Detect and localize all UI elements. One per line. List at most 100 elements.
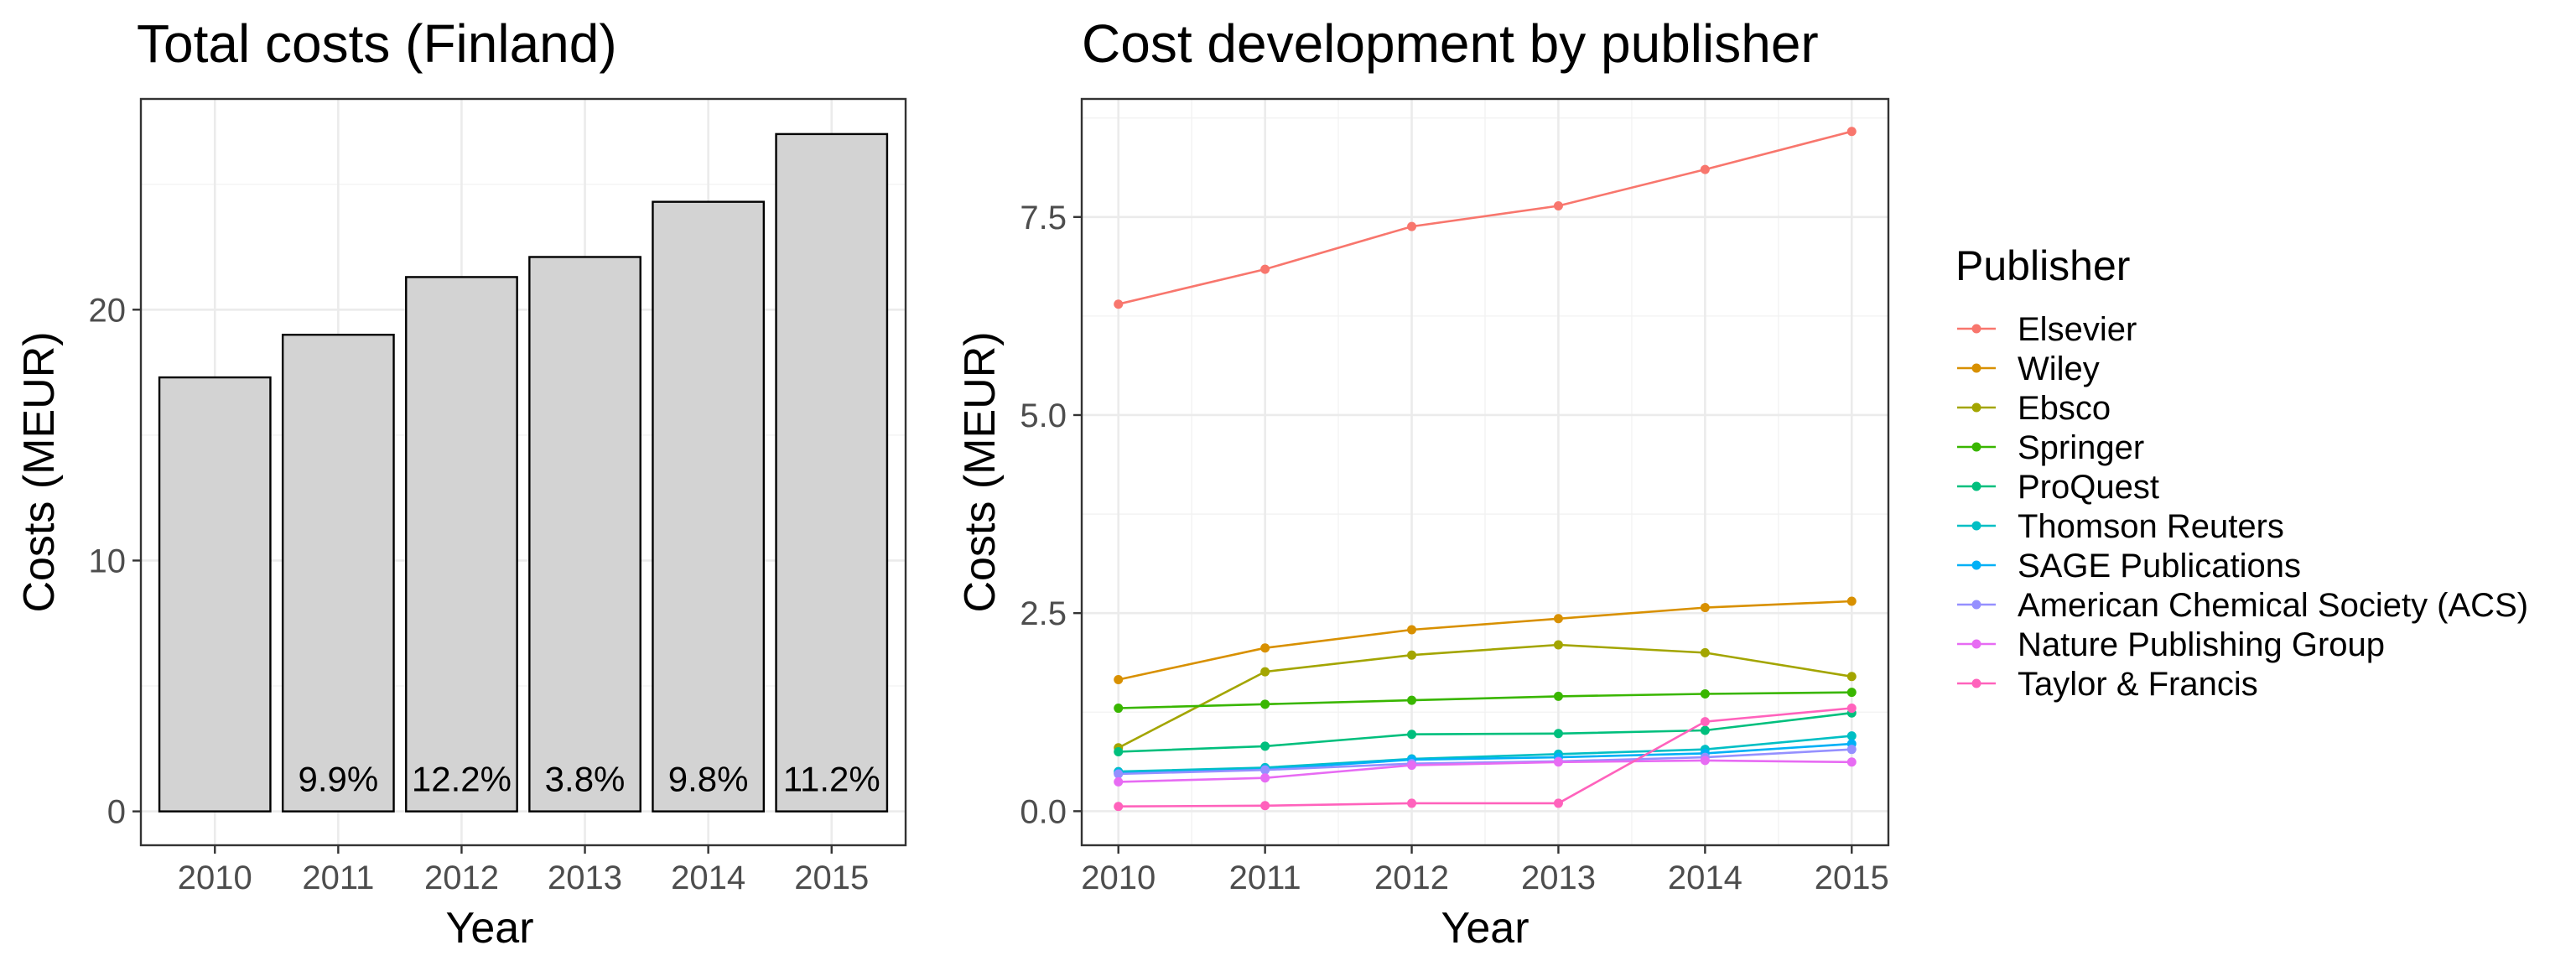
legend-item-taylor-francis: Taylor & Francis (1957, 666, 2258, 703)
legend-item-ebsco: Ebsco (1957, 390, 2111, 427)
legend-item-proquest: ProQuest (1957, 469, 2159, 506)
point-american-chemical-society-acs-2015 (1846, 745, 1857, 755)
right-x-tick-label: 2012 (1374, 860, 1449, 896)
left-x-tick-label: 2013 (548, 860, 622, 896)
right-x-tick-label: 2014 (1668, 860, 1742, 896)
bar-2015 (775, 132, 889, 813)
point-ebsco-2013 (1553, 640, 1563, 650)
point-proquest-2011 (1260, 741, 1270, 751)
point-nature-publishing-group-2010 (1114, 776, 1124, 787)
legend-key-point-elsevier (1971, 324, 1981, 334)
left-panel-border (139, 97, 907, 847)
bar-2014 (652, 200, 766, 813)
point-american-chemical-society-acs-2011 (1260, 765, 1270, 775)
point-thomson-reuters-2015 (1846, 731, 1857, 741)
bar-label-2014: 9.8% (668, 760, 749, 799)
point-ebsco-2012 (1407, 650, 1417, 660)
legend-item-elsevier: Elsevier (1957, 311, 2137, 348)
legend-label-ebsco: Ebsco (2018, 390, 2111, 427)
bar-label-2012: 12.2% (412, 760, 512, 799)
point-proquest-2012 (1407, 730, 1417, 740)
left-y-axis-title: Costs (MEUR) (15, 331, 64, 612)
legend-label-elsevier: Elsevier (2018, 311, 2137, 348)
right-x-tick-label: 2011 (1229, 860, 1301, 896)
bar-2013 (528, 256, 641, 813)
right-chart-title: Cost development by publisher (1082, 13, 1819, 74)
legend-label-taylor-francis: Taylor & Francis (2018, 666, 2258, 703)
point-ebsco-2014 (1700, 647, 1710, 657)
right-y-tick-label: 5.0 (1020, 397, 1067, 434)
point-springer-2015 (1846, 688, 1857, 698)
left-chart-title: Total costs (Finland) (137, 13, 617, 74)
legend-label-american-chemical-society-acs: American Chemical Society (ACS) (2018, 587, 2528, 624)
legend-title: Publisher (1955, 242, 2130, 289)
series-line-elsevier (1118, 130, 1852, 305)
left-x-tick-label: 2010 (178, 860, 252, 896)
legend: Publisher ElsevierWileyEbscoSpringerProQ… (1955, 242, 2528, 703)
legend-label-thomson-reuters: Thomson Reuters (2018, 508, 2284, 545)
left-x-tick-label: 2011 (302, 860, 374, 896)
left-x-tick-label: 2015 (794, 860, 869, 896)
point-wiley-2010 (1114, 675, 1124, 685)
total-costs-chart: Total costs (Finland) 9.9% 12.2% 3.8% 9.8% 1… (15, 13, 907, 953)
right-x-tick-label: 2015 (1815, 860, 1889, 896)
legend-key-point-american-chemical-society-acs (1971, 600, 1981, 610)
bar-2010 (158, 376, 272, 813)
bar-label-2011: 9.9% (298, 760, 378, 799)
point-ebsco-2015 (1846, 672, 1857, 682)
point-springer-2012 (1407, 695, 1417, 705)
series-line-wiley (1118, 600, 1852, 681)
right-x-axis-title: Year (1441, 904, 1529, 953)
right-y-tick-label: 0.0 (1020, 793, 1067, 830)
point-elsevier-2014 (1700, 164, 1710, 174)
point-wiley-2013 (1553, 614, 1563, 624)
legend-label-nature-publishing-group: Nature Publishing Group (2018, 626, 2385, 663)
legend-item-wiley: Wiley (1957, 351, 2100, 387)
point-elsevier-2013 (1553, 201, 1563, 211)
legend-key-point-taylor-francis (1971, 678, 1981, 688)
legend-label-proquest: ProQuest (2018, 469, 2159, 506)
point-wiley-2014 (1700, 603, 1710, 613)
point-wiley-2011 (1260, 643, 1270, 653)
legend-item-springer: Springer (1957, 429, 2144, 466)
point-proquest-2014 (1700, 725, 1710, 735)
legend-key-point-springer (1971, 442, 1981, 452)
point-springer-2011 (1260, 699, 1270, 709)
legend-item-nature-publishing-group: Nature Publishing Group (1957, 626, 2385, 663)
point-elsevier-2012 (1407, 221, 1417, 231)
legend-key-point-thomson-reuters (1971, 521, 1981, 531)
point-taylor-francis-2015 (1846, 704, 1857, 714)
point-springer-2014 (1700, 689, 1710, 699)
right-y-axis-title: Costs (MEUR) (956, 331, 1005, 612)
point-nature-publishing-group-2012 (1407, 761, 1417, 771)
bar-label-2015: 11.2% (783, 760, 880, 799)
point-nature-publishing-group-2015 (1846, 757, 1857, 767)
series-line-ebsco (1118, 643, 1852, 749)
legend-key-point-proquest (1971, 481, 1981, 491)
point-taylor-francis-2011 (1260, 801, 1270, 811)
series-line-springer (1118, 691, 1852, 709)
right-y-tick-label: 2.5 (1020, 595, 1067, 632)
legend-label-wiley: Wiley (2018, 351, 2100, 387)
bar-label-2013: 3.8% (545, 760, 626, 799)
series-line-thomson-reuters (1118, 735, 1852, 773)
right-x-tick-label: 2010 (1081, 860, 1156, 896)
legend-label-sage-publications: SAGE Publications (2018, 548, 2301, 584)
point-elsevier-2010 (1114, 299, 1124, 309)
left-x-tick-label: 2012 (424, 860, 499, 896)
legend-key-point-sage-publications (1971, 560, 1981, 570)
point-elsevier-2015 (1846, 127, 1857, 137)
point-nature-publishing-group-2013 (1553, 757, 1563, 767)
bar-2011 (281, 334, 395, 813)
point-springer-2013 (1553, 691, 1563, 701)
series-line-nature-publishing-group (1118, 759, 1852, 783)
point-ebsco-2011 (1260, 667, 1270, 677)
legend-item-thomson-reuters: Thomson Reuters (1957, 508, 2284, 545)
point-proquest-2013 (1553, 729, 1563, 739)
point-wiley-2012 (1407, 625, 1417, 635)
publisher-costs-chart: Cost development by publisher 0.0 2.5 5.0 7… (956, 13, 1890, 953)
point-taylor-francis-2012 (1407, 798, 1417, 808)
legend-key-point-nature-publishing-group (1971, 639, 1981, 649)
left-x-axis-title: Year (445, 904, 533, 953)
